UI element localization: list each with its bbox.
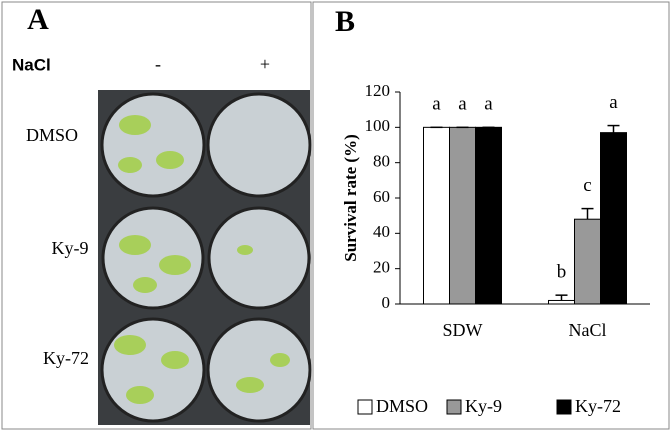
column-label: -	[155, 54, 161, 74]
legend-label: Ky-9	[465, 396, 502, 416]
panel-b-frame	[312, 1, 670, 430]
significance-letter: a	[484, 94, 493, 115]
legend-swatch	[556, 399, 572, 415]
bar	[548, 299, 575, 305]
y-tick-label: 80	[373, 152, 390, 171]
bar	[475, 126, 502, 305]
legend-label: Ky-72	[575, 396, 621, 416]
y-tick-label: 120	[365, 81, 391, 100]
y-tick-label: 100	[365, 116, 391, 135]
significance-letter: a	[458, 94, 467, 115]
bar	[423, 126, 450, 305]
y-tick-label: 40	[373, 222, 390, 241]
legend-label: DMSO	[376, 396, 428, 416]
treatment-label: NaCl	[12, 55, 51, 74]
y-tick-label: 60	[373, 187, 390, 206]
significance-letter: b	[557, 262, 567, 283]
legend-swatch	[446, 399, 462, 415]
y-tick-label: 20	[373, 258, 390, 277]
photo-grid	[98, 90, 312, 425]
x-tick-label: SDW	[443, 320, 483, 340]
significance-letter: a	[432, 94, 441, 115]
legend-swatch	[357, 399, 373, 415]
panel-label: A	[27, 3, 49, 36]
row-label: DMSO	[26, 125, 78, 145]
y-axis-label: Survival rate (%)	[341, 134, 360, 261]
y-tick-label: 0	[382, 293, 391, 312]
row-label: Ky-9	[52, 238, 89, 258]
significance-letter: a	[609, 92, 618, 113]
column-label: +	[260, 54, 270, 74]
x-tick-label: NaCl	[569, 320, 607, 340]
panel-a-frame	[1, 1, 312, 430]
bar	[449, 126, 476, 305]
bar	[574, 218, 601, 305]
row-label: Ky-72	[43, 348, 89, 368]
significance-letter: c	[583, 175, 591, 196]
panel-label: B	[335, 5, 355, 38]
bar	[600, 132, 627, 305]
